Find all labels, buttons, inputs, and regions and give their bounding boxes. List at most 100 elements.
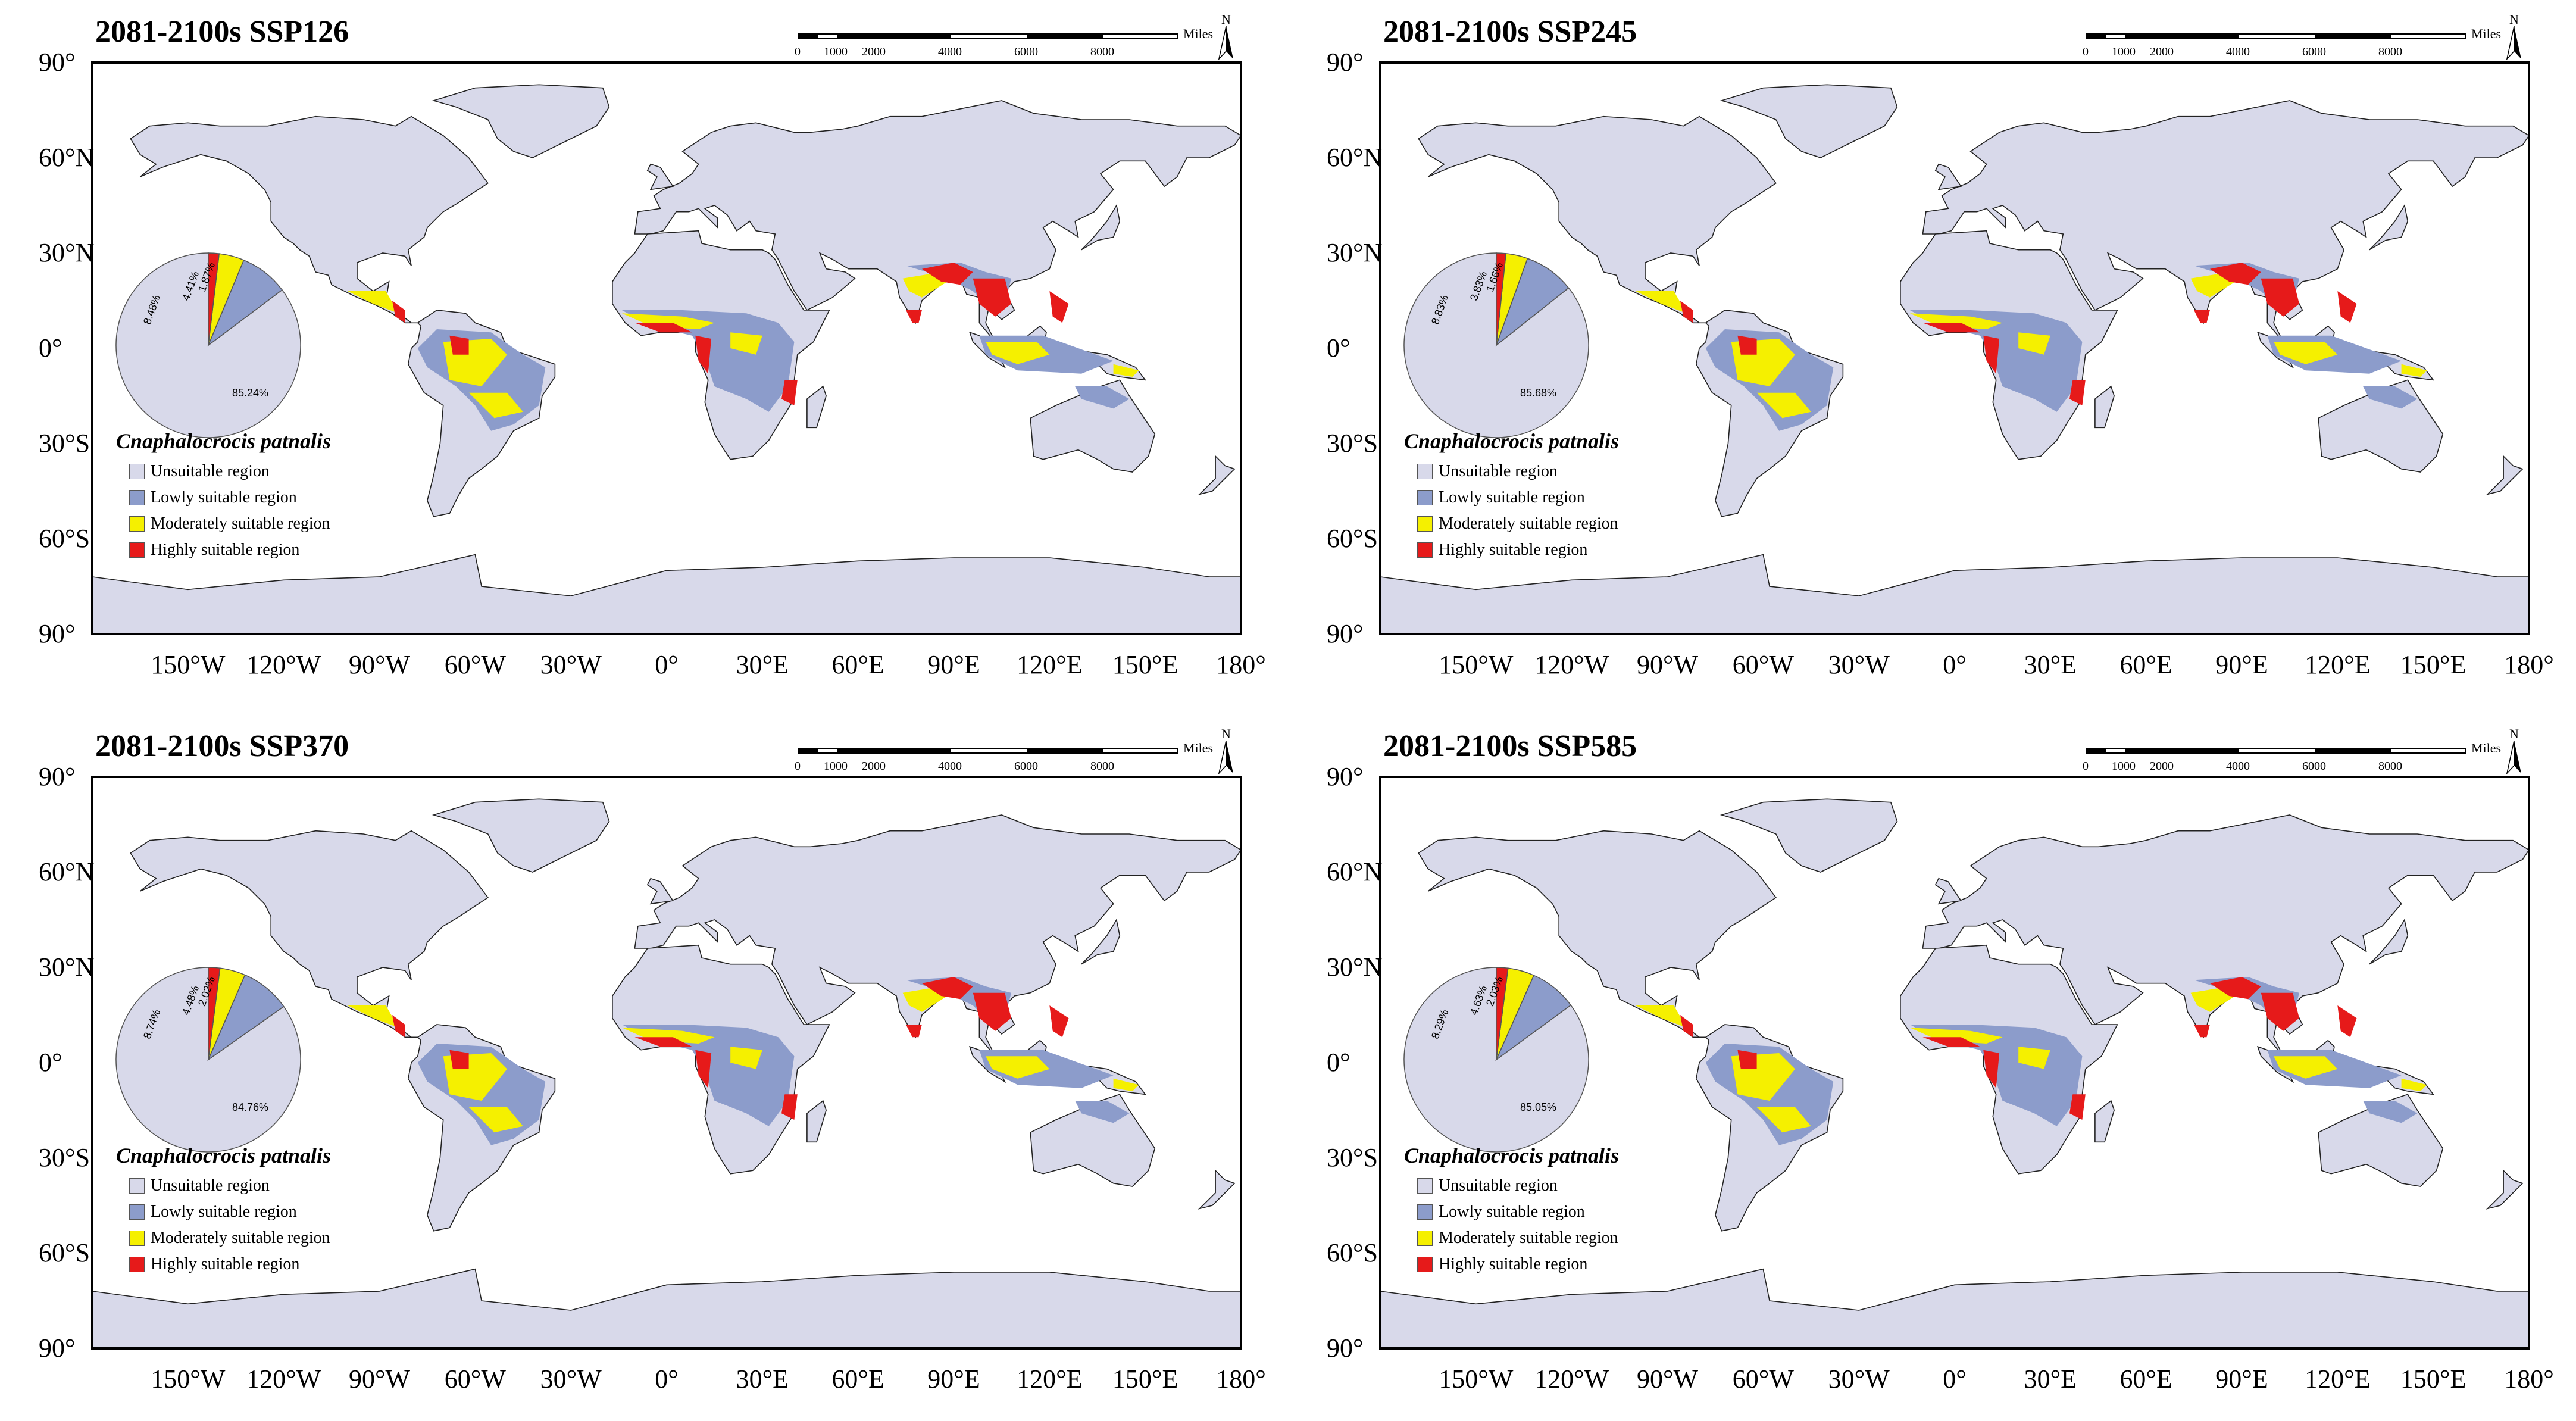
scale-unit-label: Miles <box>1183 741 1214 755</box>
longitude-label: 180° <box>2504 1364 2554 1394</box>
legend-label: Lowly suitable region <box>151 488 297 507</box>
highly-suitable-area <box>1983 1050 2000 1088</box>
landmass-greenland <box>1720 798 1898 873</box>
scale-tick-label: 8000 <box>1090 45 1114 58</box>
map-layers <box>1380 84 2529 634</box>
legend-swatch <box>129 1231 145 1246</box>
north-label: N <box>2509 726 2519 741</box>
highly-suitable-area <box>695 1050 712 1088</box>
lowly-suitable-area <box>1075 386 1130 409</box>
scale-unit-label: Miles <box>1183 26 1214 41</box>
latitude-label: 30°S <box>39 1143 90 1172</box>
scale-bar: 0 1000 2000 4000 6000 8000 Miles <box>795 26 1213 65</box>
pie-slice-lowly <box>1495 258 1570 347</box>
scale-tick-label: 6000 <box>2302 45 2326 58</box>
longitude-label: 30°E <box>2024 1364 2077 1394</box>
latitude-label: 0° <box>39 333 62 363</box>
highly-suitable-area <box>634 1037 692 1047</box>
highly-suitable-area <box>1049 1005 1069 1038</box>
longitude-label: 120°E <box>1017 1364 1083 1394</box>
highly-suitable-area <box>2194 1025 2210 1038</box>
map-panel: 85.05% 8.29% 4.63% 2.03% 2081-2100s SSP585 90… <box>1288 714 2576 1421</box>
legend-item: Lowly suitable region <box>129 485 331 511</box>
scale-bar-track <box>2086 748 2466 754</box>
longitude-label: 30°E <box>736 650 789 679</box>
longitude-label: 150°E <box>2400 650 2466 679</box>
highly-suitable-area <box>1680 1015 1693 1038</box>
scale-bar-segment <box>799 749 818 752</box>
scale-bar-segment <box>2087 749 2106 752</box>
highly-suitable-area <box>2261 992 2299 1031</box>
scale-tick-label: 0 <box>795 760 801 773</box>
highly-suitable-area <box>1922 1037 1980 1047</box>
scale-tick-label: 2000 <box>862 760 886 773</box>
scale-tick-label: 6000 <box>1014 760 1038 773</box>
latitude-label: 0° <box>1327 333 1350 363</box>
legend-label: Highly suitable region <box>1439 541 1588 559</box>
longitude-label: 120°E <box>2305 1364 2371 1394</box>
legend-item: Lowly suitable region <box>1417 1199 1619 1225</box>
legend-swatch <box>1417 464 1433 479</box>
legend-item: Unsuitable region <box>129 1173 331 1199</box>
scale-tick-label: 4000 <box>2226 45 2250 58</box>
longitude-label: 60°W <box>444 650 506 679</box>
pie-slice-highly <box>208 252 220 346</box>
pie-slice-lowly <box>207 974 285 1061</box>
longitude-label: 120°W <box>246 1364 321 1394</box>
latitude-label: 60°S <box>1327 1238 1378 1267</box>
legend-swatch <box>129 516 145 532</box>
moderately-suitable-area <box>1113 1078 1139 1091</box>
longitude-label: 120°E <box>2305 650 2371 679</box>
highly-suitable-area <box>2209 977 2261 1000</box>
map-panel: 85.24% 8.48% 4.41% 1.87% 2081-2100s SSP126 90… <box>0 0 1288 707</box>
pie-label-unsuitable: 84.76% <box>232 1101 269 1113</box>
legend-item: Moderately suitable region <box>1417 1225 1619 1251</box>
moderately-suitable-area <box>730 1047 762 1069</box>
legend-swatch <box>129 1204 145 1220</box>
latitude-label: 0° <box>1327 1048 1350 1077</box>
panel-title: 2081-2100s SSP245 <box>1383 15 1637 49</box>
scale-tick-label: 0 <box>2083 760 2089 773</box>
latitude-label: 90° <box>39 48 76 77</box>
map-layers <box>92 798 1241 1348</box>
legend: Cnaphalocrocis patnalis Unsuitable region… <box>1404 1143 1619 1278</box>
scale-tick-label: 2000 <box>862 45 886 58</box>
legend-label: Highly suitable region <box>1439 1255 1588 1273</box>
map-frame <box>1379 61 2530 635</box>
moderately-suitable-area <box>468 1107 523 1133</box>
moderately-suitable-area <box>902 272 948 298</box>
longitude-label: 150°W <box>151 1364 226 1394</box>
highly-suitable-area <box>695 335 712 374</box>
landmass-eurasia <box>1922 814 2529 1057</box>
moderately-suitable-area <box>1635 1005 1687 1028</box>
landmass-eurasia <box>634 814 1241 1057</box>
legend-label: Lowly suitable region <box>1439 488 1585 507</box>
landmass-new-zealand <box>1198 455 1236 495</box>
highly-suitable-area <box>921 977 973 1000</box>
pie-label-unsuitable: 85.68% <box>1520 387 1557 399</box>
moderately-suitable-area <box>1113 364 1139 377</box>
longitude-label: 150°W <box>1439 650 1514 679</box>
scale-bar-segment <box>2315 749 2391 752</box>
moderately-suitable-area <box>2190 272 2236 298</box>
north-arrow-icon <box>1218 741 1233 775</box>
moderately-suitable-area <box>621 1028 715 1044</box>
scale-tick-label: 4000 <box>938 760 962 773</box>
pie-slice-highly <box>1496 967 1509 1060</box>
longitude-label: 120°E <box>1017 650 1083 679</box>
longitude-label: 0° <box>655 1364 679 1394</box>
legend-title: Cnaphalocrocis patnalis <box>1404 1144 1620 1167</box>
legend: Cnaphalocrocis patnalis Unsuitable region… <box>116 429 331 563</box>
scale-bar-segment <box>2125 35 2163 38</box>
scale-bar-track <box>2086 33 2466 39</box>
highly-suitable-area <box>449 335 469 355</box>
latitude-label: 30°N <box>39 952 95 982</box>
legend-item: Moderately suitable region <box>129 1225 331 1251</box>
longitude-label: 60°W <box>1732 650 1794 679</box>
scale-bar-track <box>798 748 1178 754</box>
pie-label-unsuitable: 85.24% <box>232 387 269 399</box>
legend-swatch <box>1417 490 1433 505</box>
landmass-greenland <box>432 84 610 158</box>
moderately-suitable-area <box>902 986 948 1012</box>
